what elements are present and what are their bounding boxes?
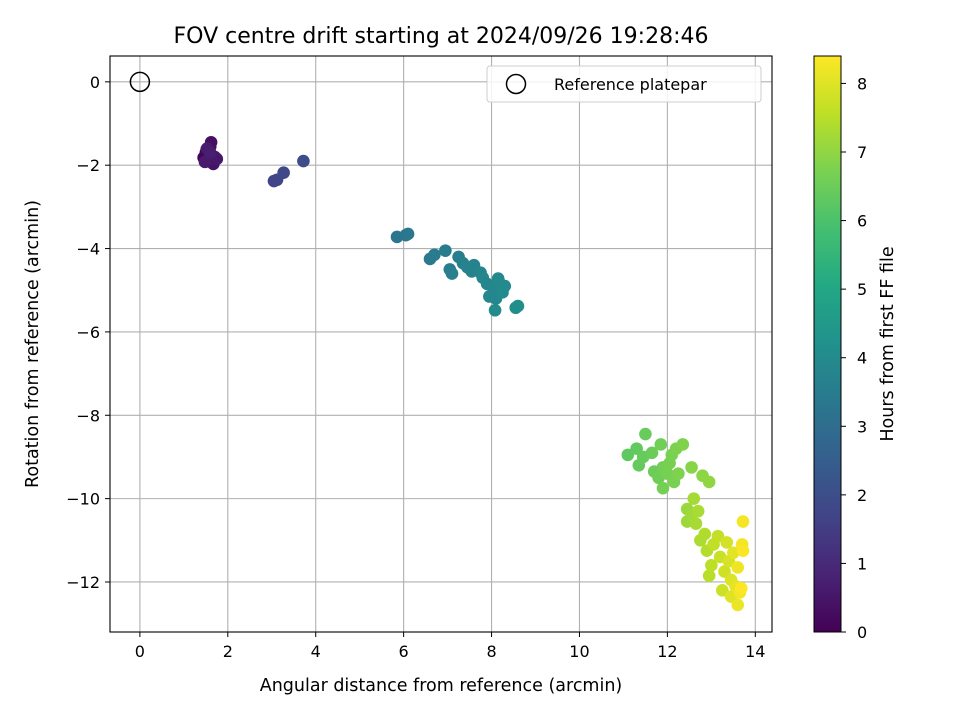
colorbar-tick-label: 8	[857, 74, 867, 93]
legend: Reference platepar	[486, 65, 762, 103]
plot-frame	[109, 55, 773, 633]
reference-platepar-marker	[129, 71, 151, 93]
legend-label-reference: Reference platepar	[554, 75, 707, 94]
data-point	[731, 561, 745, 574]
data-point	[736, 544, 750, 558]
data-point	[702, 569, 716, 583]
colorbar-tick-label: 1	[857, 554, 867, 573]
colorbar-tick-label: 3	[857, 417, 867, 436]
data-point	[621, 448, 635, 462]
data-point	[645, 446, 659, 460]
data-point	[498, 279, 512, 293]
data-point	[705, 559, 718, 572]
data-point	[511, 299, 525, 313]
data-point	[639, 427, 652, 441]
grid-lines	[110, 56, 772, 632]
y-tick-label: −4	[76, 240, 100, 259]
x-tick-label: 0	[135, 642, 145, 661]
colorbar	[813, 55, 842, 633]
data-point	[720, 536, 734, 549]
y-tick-label: −10	[66, 490, 100, 509]
legend-box	[486, 65, 762, 103]
legend-marker-reference	[505, 73, 527, 95]
x-tick-label: 6	[399, 642, 409, 661]
data-point	[711, 529, 725, 543]
data-points	[129, 71, 750, 612]
chart-title: FOV centre drift starting at 2024/09/26 …	[174, 24, 709, 49]
y-tick-label: −8	[76, 406, 100, 425]
y-axis-ticks: 0 −2 −4 −6 −8 −10 −12	[66, 73, 110, 592]
colorbar-tick-label: 4	[857, 349, 867, 368]
data-point	[203, 146, 217, 159]
colorbar-tick-label: 2	[857, 486, 867, 505]
data-point	[198, 155, 212, 169]
data-point	[676, 438, 690, 451]
data-point	[656, 481, 670, 495]
data-point	[401, 227, 415, 241]
x-tick-label: 10	[569, 642, 589, 661]
data-point	[445, 267, 459, 280]
colorbar-tick-label: 7	[857, 143, 867, 162]
data-point	[727, 546, 740, 560]
data-point	[685, 461, 698, 474]
y-tick-label: −6	[76, 323, 100, 342]
data-point	[297, 154, 310, 168]
data-point	[691, 504, 705, 518]
data-point	[734, 581, 748, 595]
data-point	[687, 492, 701, 505]
y-tick-label: 0	[90, 73, 100, 92]
colorbar-tick-label: 6	[857, 212, 867, 231]
x-axis-label: Angular distance from reference (arcmin)	[260, 676, 623, 696]
data-point	[439, 244, 452, 257]
data-point	[488, 303, 502, 317]
x-tick-label: 14	[745, 642, 765, 661]
data-point	[716, 584, 729, 597]
data-point	[731, 598, 745, 612]
data-point	[689, 517, 703, 530]
x-axis-ticks: 0 2 4 6 8 10 12 14	[135, 632, 765, 661]
x-tick-label: 12	[657, 642, 677, 661]
colorbar-tick-label: 5	[857, 280, 867, 299]
data-point	[672, 467, 685, 480]
data-point	[277, 166, 290, 180]
y-axis-label: Rotation from reference (arcmin)	[23, 200, 43, 488]
data-point	[698, 527, 712, 541]
y-tick-label: −12	[66, 573, 100, 592]
y-tick-label: −2	[76, 156, 100, 175]
data-point	[736, 515, 750, 528]
colorbar-label: Hours from first FF file	[878, 246, 898, 441]
colorbar-ticks: 0 1 2 3 4 5 6 7 8	[841, 74, 867, 642]
x-tick-label: 2	[223, 642, 233, 661]
data-point	[428, 248, 441, 262]
data-point	[654, 438, 668, 451]
colorbar-tick-label: 0	[857, 623, 867, 642]
x-tick-label: 8	[486, 642, 496, 661]
x-tick-label: 4	[311, 642, 321, 661]
data-point	[702, 475, 716, 489]
